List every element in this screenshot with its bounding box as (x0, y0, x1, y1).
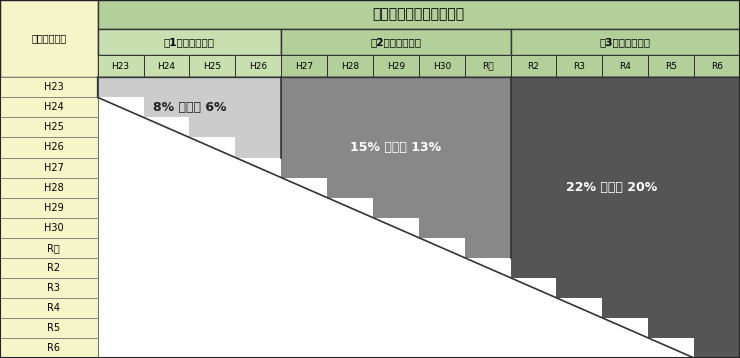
Bar (0, 117, 98, 137)
Text: 第2削減計画期間: 第2削減計画期間 (371, 37, 421, 47)
Text: H24: H24 (158, 62, 175, 71)
Bar (648, 55, 694, 77)
Bar (0, 298, 98, 318)
Text: R2: R2 (528, 62, 539, 71)
Text: 22% または 20%: 22% または 20% (566, 181, 657, 194)
Bar (511, 55, 556, 77)
Bar (556, 55, 602, 77)
Bar (98, 77, 740, 358)
Bar (144, 77, 189, 117)
Text: R6: R6 (47, 343, 60, 353)
Bar (281, 55, 327, 77)
Text: R4: R4 (619, 62, 631, 71)
Text: H23: H23 (112, 62, 130, 71)
Text: R5: R5 (665, 62, 677, 71)
Bar (465, 77, 511, 258)
Bar (0, 198, 98, 218)
Bar (373, 55, 419, 77)
Bar (189, 55, 235, 77)
Bar (419, 55, 465, 77)
Bar (419, 77, 465, 238)
Bar (511, 29, 740, 55)
Text: H29: H29 (387, 62, 405, 71)
Text: R3: R3 (47, 283, 60, 293)
Bar (648, 77, 694, 338)
Bar (0, 137, 98, 158)
Bar (0, 0, 98, 77)
Text: R元: R元 (47, 243, 60, 253)
Text: R4: R4 (47, 303, 60, 313)
Bar (556, 77, 602, 298)
Bar (235, 77, 281, 158)
Text: H28: H28 (341, 62, 359, 71)
Text: R3: R3 (574, 62, 585, 71)
Text: H26: H26 (44, 142, 64, 153)
Bar (0, 158, 98, 178)
Text: H24: H24 (44, 102, 64, 112)
Bar (327, 55, 373, 77)
Bar (98, 77, 144, 97)
Bar (144, 55, 189, 77)
Text: H28: H28 (44, 183, 64, 193)
Bar (694, 55, 740, 77)
Bar (465, 55, 511, 77)
Bar (327, 77, 373, 198)
Bar (602, 77, 648, 318)
Bar (98, 29, 281, 55)
Text: R2: R2 (47, 263, 60, 273)
Bar (189, 77, 235, 137)
Text: H30: H30 (433, 62, 451, 71)
Bar (694, 77, 740, 358)
Text: R6: R6 (711, 62, 723, 71)
Bar (511, 77, 556, 278)
Bar (98, 0, 740, 29)
Text: 制度開始年度: 制度開始年度 (31, 34, 67, 44)
Text: H29: H29 (44, 203, 64, 213)
Bar (0, 238, 98, 258)
Bar (373, 77, 419, 218)
Text: H27: H27 (295, 62, 313, 71)
Text: 目標削減率（経過措置）: 目標削減率（経過措置） (373, 8, 465, 22)
Text: H23: H23 (44, 82, 64, 92)
Bar (235, 55, 281, 77)
Text: R5: R5 (47, 323, 60, 333)
Bar (281, 77, 327, 178)
Text: 15% または 13%: 15% または 13% (350, 141, 442, 154)
Text: 8% または 6%: 8% または 6% (152, 101, 226, 114)
Text: H25: H25 (44, 122, 64, 132)
Text: 第1削減計画期間: 第1削減計画期間 (164, 37, 215, 47)
Bar (0, 218, 98, 238)
Text: H27: H27 (44, 163, 64, 173)
Text: H30: H30 (44, 223, 64, 233)
Bar (98, 55, 144, 77)
Bar (0, 318, 98, 338)
Bar (281, 29, 511, 55)
Bar (602, 55, 648, 77)
Bar (0, 258, 98, 278)
Bar (0, 97, 98, 117)
Bar (0, 178, 98, 198)
Text: H26: H26 (249, 62, 267, 71)
Bar (0, 338, 98, 358)
Text: H25: H25 (204, 62, 221, 71)
Bar (0, 77, 98, 97)
Text: R元: R元 (482, 62, 494, 71)
Text: 第3削減計画期間: 第3削減計画期間 (600, 37, 650, 47)
Bar (0, 278, 98, 298)
